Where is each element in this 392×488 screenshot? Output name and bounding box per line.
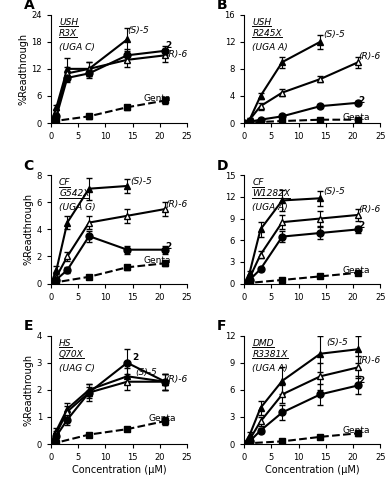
Y-axis label: %Readthrough: %Readthrough xyxy=(24,193,34,265)
Text: (S)-5: (S)-5 xyxy=(127,26,149,35)
Text: Genta: Genta xyxy=(143,94,171,103)
Text: 2: 2 xyxy=(165,41,172,50)
Text: Genta: Genta xyxy=(143,256,171,265)
Text: F: F xyxy=(217,320,227,333)
Text: 2: 2 xyxy=(358,96,365,105)
Text: (UGA A): (UGA A) xyxy=(252,43,288,52)
Text: (R)-6: (R)-6 xyxy=(358,205,381,214)
Text: (S)-5: (S)-5 xyxy=(323,30,345,40)
X-axis label: Concentration (μM): Concentration (μM) xyxy=(265,465,359,475)
Text: (UGA G): (UGA G) xyxy=(59,203,96,212)
Text: G542X: G542X xyxy=(59,189,89,198)
Text: HS: HS xyxy=(59,339,72,348)
Text: W1282X: W1282X xyxy=(252,189,290,198)
Text: R245X: R245X xyxy=(252,29,282,38)
Text: (S)-5: (S)-5 xyxy=(323,186,345,196)
Y-axis label: %Readthrough: %Readthrough xyxy=(18,33,29,105)
Text: Genta: Genta xyxy=(342,426,370,435)
Text: E: E xyxy=(24,320,33,333)
Text: (R)-6: (R)-6 xyxy=(165,50,187,59)
Text: (R)-6: (R)-6 xyxy=(165,201,187,209)
Text: DMD: DMD xyxy=(252,339,274,348)
X-axis label: Concentration (μM): Concentration (μM) xyxy=(72,465,166,475)
Text: D: D xyxy=(217,159,229,173)
Text: 2: 2 xyxy=(358,376,365,386)
Text: USH: USH xyxy=(252,18,272,27)
Text: Q70X: Q70X xyxy=(59,350,84,359)
Text: (S)-5: (S)-5 xyxy=(130,178,152,186)
Text: (UAG C): (UAG C) xyxy=(59,364,95,373)
Text: R3X: R3X xyxy=(59,29,77,38)
Text: C: C xyxy=(24,159,34,173)
Text: CF: CF xyxy=(252,179,264,187)
Text: 2: 2 xyxy=(165,243,172,251)
Text: CF: CF xyxy=(59,179,71,187)
Text: (S)-5: (S)-5 xyxy=(326,338,348,347)
Text: Genta: Genta xyxy=(342,266,370,275)
Text: (R)-6: (R)-6 xyxy=(358,356,381,366)
Text: (UGA A): (UGA A) xyxy=(252,203,288,212)
Text: (UGA A): (UGA A) xyxy=(252,364,288,373)
Text: A: A xyxy=(24,0,34,13)
Y-axis label: %Readthrough: %Readthrough xyxy=(24,354,34,426)
Text: (S)-5: (S)-5 xyxy=(135,368,157,377)
Text: (R)-6: (R)-6 xyxy=(358,52,381,61)
Text: 2: 2 xyxy=(358,221,365,230)
Text: (R)-6: (R)-6 xyxy=(165,374,187,384)
Text: Genta: Genta xyxy=(149,414,176,423)
Text: (UGA C): (UGA C) xyxy=(59,43,95,52)
Text: R3381X: R3381X xyxy=(252,350,288,359)
Text: B: B xyxy=(217,0,228,13)
Text: Genta: Genta xyxy=(342,113,370,122)
Text: 2: 2 xyxy=(132,353,139,362)
Text: USH: USH xyxy=(59,18,78,27)
